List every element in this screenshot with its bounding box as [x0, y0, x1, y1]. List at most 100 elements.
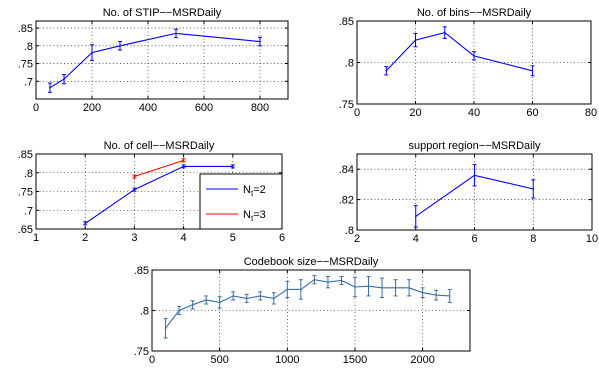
series-line-1	[84, 165, 233, 224]
x-tick-label: 6	[471, 233, 477, 245]
data-point	[84, 222, 86, 225]
chart-title: No. of STIP−−MSRDaily	[103, 7, 222, 19]
data-point	[205, 299, 207, 301]
series-line-2	[134, 159, 184, 178]
x-tick-label: 20	[409, 107, 421, 119]
x-tick-label: 2000	[410, 354, 434, 366]
data-point	[182, 159, 185, 162]
data-point	[473, 174, 476, 177]
data-point	[414, 39, 417, 41]
data-point	[394, 287, 397, 289]
data-point	[272, 297, 275, 300]
data-point	[218, 301, 221, 304]
x-tick-label: 4	[413, 233, 419, 245]
legend-label: Nt=3	[243, 209, 266, 223]
data-point	[259, 295, 262, 297]
data-point	[367, 285, 370, 288]
y-tick-label: .7	[24, 205, 33, 217]
y-tick-label: .75	[339, 99, 354, 111]
data-point	[182, 165, 185, 168]
data-point	[49, 86, 51, 89]
x-tick-label: 10	[586, 233, 598, 245]
x-tick-label: 400	[139, 102, 157, 114]
data-point	[313, 278, 316, 281]
x-tick-label: 800	[251, 102, 269, 114]
x-tick-label: 2	[354, 233, 360, 245]
data-point	[245, 297, 248, 300]
subplot-3: No. of cell−−MSRDaily 1 2 3 4 5 6 .65 .7 .75 .8 .85…	[18, 140, 285, 244]
data-point	[532, 188, 535, 190]
x-tick-label: 60	[526, 107, 538, 119]
data-point	[385, 70, 388, 72]
x-tick-label: 0	[354, 107, 360, 119]
x-tick-label: 1	[33, 232, 39, 244]
y-tick-label: .82	[339, 195, 354, 207]
data-point	[414, 215, 417, 218]
data-point	[531, 70, 534, 72]
legend: Nt=2 Nt=3	[199, 173, 283, 230]
series-line-1	[385, 31, 533, 72]
data-point	[421, 291, 424, 294]
data-point	[232, 165, 234, 168]
x-tick-label: 500	[210, 354, 228, 366]
chart-title: support region−−MSRDaily	[408, 140, 541, 152]
y-tick-label: .85	[134, 265, 149, 277]
x-tick-label: 0	[149, 354, 155, 366]
data-point	[133, 175, 136, 178]
plot-frame	[35, 20, 289, 100]
y-tick-label: .8	[140, 306, 149, 318]
subplot-2: No. of bins−−MSRDaily 0 20 40 60 80 .75 .8 .85	[339, 7, 597, 119]
y-tick-label: .8	[345, 58, 354, 70]
subplot-1: No. of STIP−−MSRDaily 0 200 400 600 800 .7 .75.…	[18, 7, 289, 114]
x-tick-label: 200	[83, 102, 101, 114]
y-tick-label: .8	[24, 168, 33, 180]
x-tick-label: 2	[82, 232, 88, 244]
y-tick-label: .75	[18, 187, 33, 199]
data-point	[133, 188, 136, 191]
x-tick-label: 4	[181, 232, 187, 244]
x-tick-label: 80	[585, 107, 597, 119]
data-point	[232, 295, 234, 297]
data-point	[473, 55, 475, 57]
y-tick-label: .65	[18, 224, 33, 236]
y-tick-label: .84	[339, 164, 354, 176]
data-point	[259, 40, 261, 43]
data-point	[408, 287, 410, 289]
x-tick-label: 0	[33, 102, 39, 114]
chart-title: Codebook size−−MSRDaily	[244, 256, 379, 268]
legend-label: Nt=2	[243, 184, 266, 198]
data-point	[443, 31, 446, 34]
x-tick-label: 40	[468, 107, 480, 119]
x-tick-label: 6	[279, 232, 285, 244]
chart-title: No. of cell−−MSRDaily	[104, 140, 215, 152]
data-point	[178, 309, 180, 312]
x-tick-label: 600	[195, 102, 213, 114]
x-tick-label: 1500	[343, 354, 367, 366]
y-tick-label: .75	[18, 59, 33, 71]
data-point	[119, 45, 121, 47]
data-point	[381, 287, 383, 289]
data-point	[286, 288, 289, 291]
y-tick-label: .85	[339, 16, 354, 28]
y-tick-label: .85	[18, 23, 33, 35]
data-point	[91, 51, 93, 54]
subplot-5: Codebook size−−MSRDaily 0 500 1000 1500 2000.…	[134, 256, 471, 366]
data-point	[354, 286, 356, 288]
data-point	[63, 78, 65, 80]
data-point	[448, 295, 451, 297]
series-line-1	[165, 279, 450, 329]
x-tick-label: 3	[131, 232, 137, 244]
y-tick-label: .8	[24, 41, 33, 53]
data-point	[191, 304, 194, 306]
data-point	[340, 279, 343, 282]
legend-box	[199, 173, 283, 230]
data-point	[435, 294, 437, 296]
chart-title: No. of bins−−MSRDaily	[417, 7, 532, 19]
series-line-1	[49, 32, 261, 89]
y-tick-label: .8	[345, 225, 354, 237]
data-point	[164, 327, 167, 330]
data-point	[175, 32, 177, 35]
x-tick-label: 5	[230, 232, 236, 244]
data-point	[300, 288, 302, 291]
